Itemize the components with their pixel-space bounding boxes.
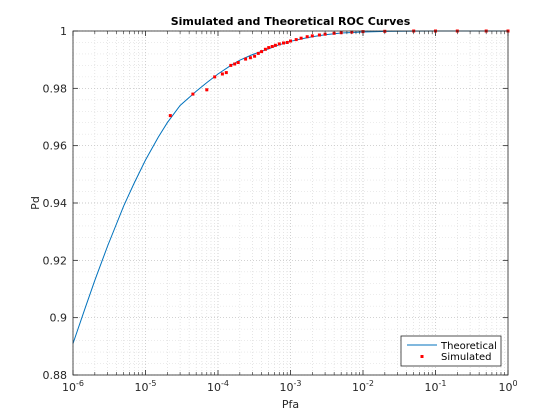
simulated-point: [282, 41, 285, 45]
simulated-point: [273, 43, 277, 47]
simulated-point: [323, 32, 327, 36]
simulated-point: [299, 36, 303, 40]
legend-simulated-swatch: [420, 355, 424, 358]
simulated-point: [236, 61, 240, 64]
simulated-point: [213, 75, 217, 79]
y-tick-label: 0.9: [50, 312, 68, 325]
simulated-point: [263, 47, 267, 51]
y-tick-label: 0.94: [43, 197, 68, 210]
y-tick-label: 1: [60, 25, 67, 38]
y-axis-label: Pd: [29, 196, 42, 210]
simulated-point: [224, 71, 228, 75]
x-tick-label: 10-5: [135, 379, 157, 394]
legend-theoretical-label: Theoretical: [440, 341, 497, 352]
y-tick-label: 0.92: [43, 254, 68, 267]
simulated-point: [260, 50, 264, 54]
y-tick-label: 0.98: [43, 82, 68, 95]
simulated-point: [294, 38, 298, 42]
x-tick-label: 100: [498, 379, 517, 394]
chart-title: Simulated and Theoretical ROC Curves: [171, 15, 411, 28]
y-tick-label: 0.96: [43, 140, 68, 153]
simulated-point: [229, 63, 233, 67]
simulated-point: [205, 88, 209, 92]
x-tick-label: 10-2: [352, 379, 374, 394]
simulated-point: [289, 39, 292, 43]
simulated-point: [317, 33, 321, 37]
simulated-point: [168, 114, 172, 118]
simulated-point: [253, 54, 257, 58]
x-tick-label: 10-3: [280, 379, 302, 394]
simulated-point: [270, 45, 274, 48]
ticks: 10-6 10-5 10-4 10-3 10-2 10-1 100 0.88 0.9 0.92 0.…: [43, 25, 518, 394]
legend-box: [400, 335, 502, 367]
simulated-point: [277, 42, 281, 46]
legend-simulated-label: Simulated: [441, 352, 492, 363]
simulated-point: [244, 57, 248, 61]
y-tick-label: 0.88: [43, 369, 68, 382]
simulated-point: [267, 46, 271, 50]
simulated-point: [310, 34, 314, 38]
simulated-point: [233, 62, 237, 66]
simulated-point: [285, 41, 289, 44]
x-tick-label: 10-4: [207, 379, 229, 394]
x-tick-label: 10-6: [62, 379, 84, 394]
simulated-point: [248, 56, 252, 60]
simulated-point: [191, 92, 195, 96]
simulated-point: [256, 51, 260, 55]
simulated-point: [305, 35, 309, 39]
legend: Theoretical Simulated: [400, 335, 502, 367]
simulated-point: [220, 72, 224, 76]
x-axis-label: Pfa: [282, 398, 299, 411]
x-tick-label: 10-1: [425, 379, 447, 394]
